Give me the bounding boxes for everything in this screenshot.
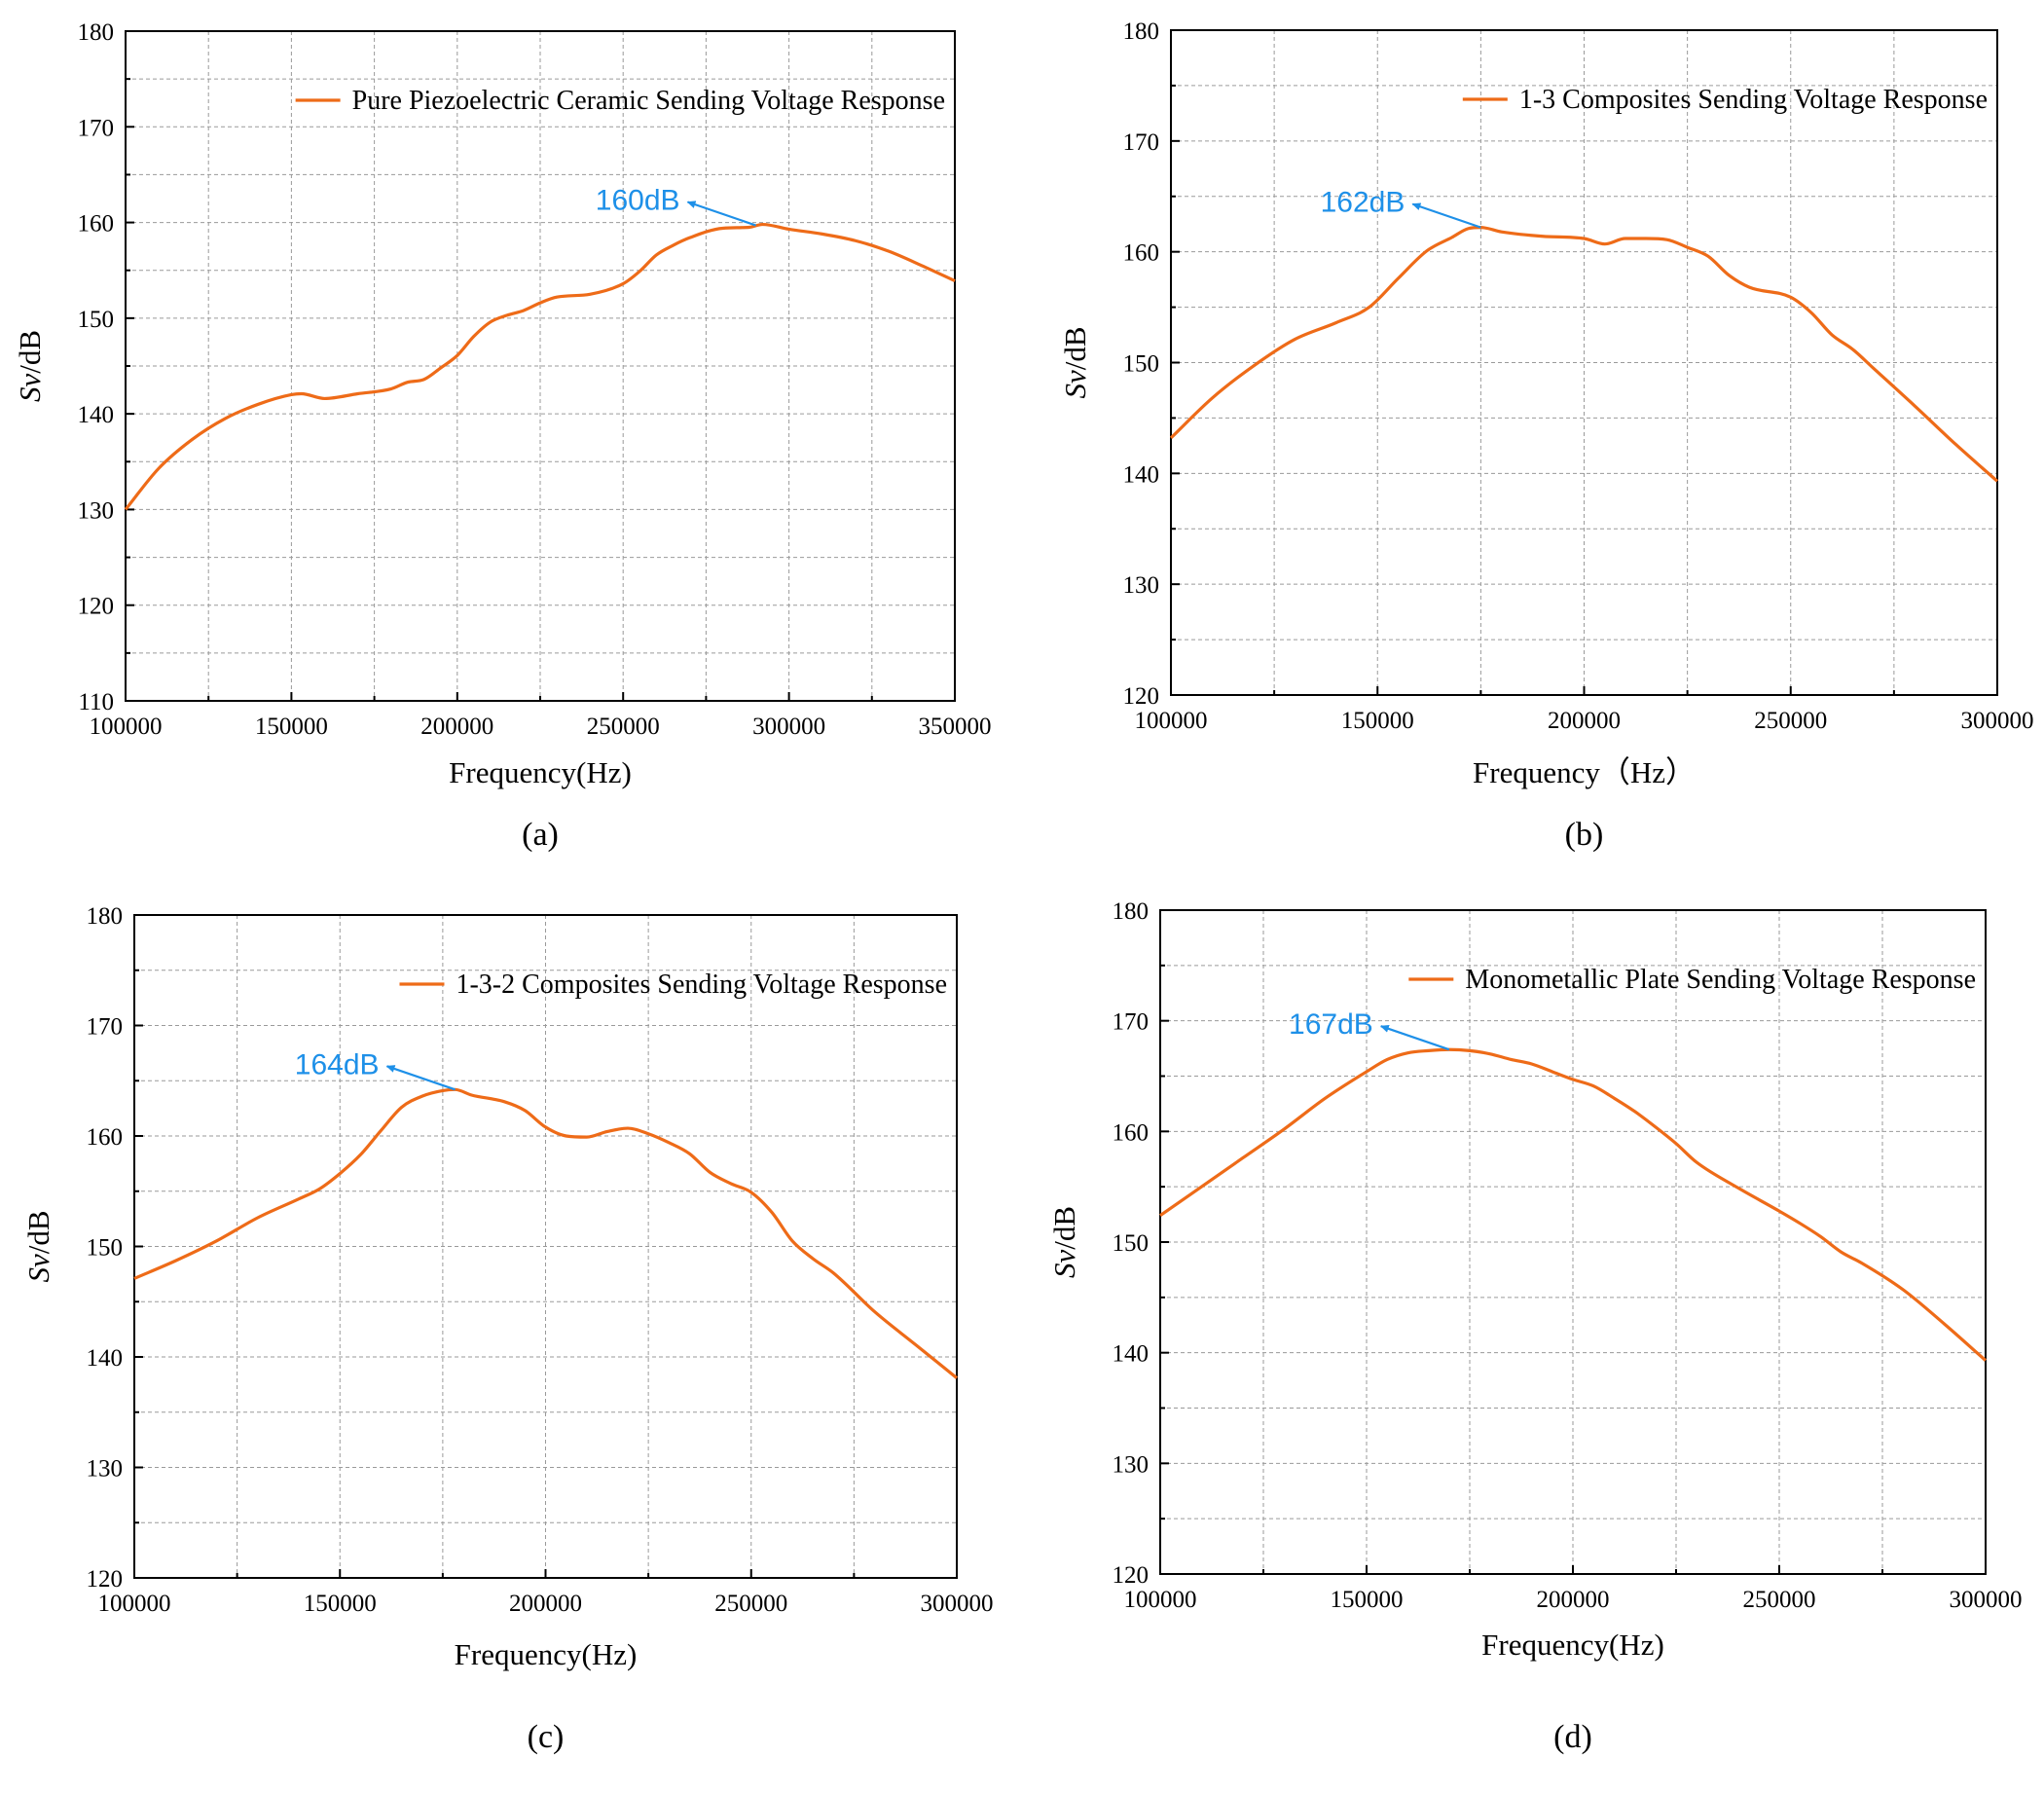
y-tick-label: 130 [87,1456,124,1483]
peak-label: 160dB [596,185,680,217]
peak-arrow [385,1065,456,1091]
peak-arrow [686,201,756,227]
legend-label: Monometallic Plate Sending Voltage Respo… [1465,965,1976,995]
y-tick-label: 150 [87,1235,124,1262]
y-tick-label: 170 [1123,129,1160,156]
x-tick-label: 250000 [1743,1587,1816,1613]
chart-panel-d: 100000 150000 200000 250000 300000 120 130 140 1… [1047,898,2023,1755]
y-tick-label: 130 [1123,572,1160,599]
series-line [124,222,956,511]
y-tick-label: 140 [1123,461,1160,488]
x-axis-title: Frequency(Hz) [455,1637,638,1671]
x-tick-label: 250000 [587,714,660,740]
y-tick-label: 180 [87,903,124,930]
x-tick-label: 300000 [921,1591,994,1617]
x-tick-label: 300000 [752,714,825,740]
y-tick-label: 150 [1123,351,1160,378]
x-tick-label: 250000 [1754,708,1827,734]
y-tick-label: 170 [1113,1009,1150,1036]
y-tick-label: 160 [78,211,115,238]
y-tick-label: 170 [87,1014,124,1041]
x-axis-title: Frequency(Hz) [449,755,632,789]
chart-panel-b: 100000 150000 200000 250000 300000 120 130 140 1… [1058,18,2034,853]
legend-label: Pure Piezoelectric Ceramic Sending Volta… [352,86,945,116]
peak-label: 164dB [295,1048,380,1080]
x-tick-label: 200000 [420,714,493,740]
x-tick-label: 200000 [1537,1587,1610,1613]
y-tick-label: 120 [1113,1562,1150,1589]
y-tick-label: 110 [78,689,114,715]
panel-caption: (b) [1565,817,1604,853]
y-tick-label: 150 [1113,1230,1150,1257]
peak-arrow [1411,202,1481,229]
x-tick-label: 150000 [255,714,328,740]
y-tick-label: 120 [87,1566,124,1593]
y-axis-title: Sv/dB [21,1210,55,1282]
y-axis-title: Sv/dB [1058,326,1092,398]
chart-panel-a: 100000 150000 200000 250000 300000 350000 110 1… [13,19,992,853]
chart-panel-c: 100000 150000 200000 250000 300000 120 130 140 1… [21,903,994,1755]
y-tick-label: 140 [87,1345,124,1372]
x-tick-label: 150000 [304,1591,377,1617]
y-axis-title: Sv/dB [13,330,47,402]
y-tick-label: 160 [87,1124,124,1151]
x-tick-label: 100000 [1124,1587,1197,1613]
y-tick-label: 180 [1123,18,1160,45]
y-tick-label: 180 [78,19,115,46]
panel-caption: (d) [1553,1719,1592,1755]
y-tick-label: 140 [1113,1341,1150,1368]
y-tick-label: 120 [78,594,115,620]
y-axis-title: Sv/dB [1047,1206,1081,1278]
x-tick-label: 100000 [90,714,163,740]
y-tick-label: 130 [1113,1451,1150,1478]
x-tick-label: 350000 [919,714,992,740]
peak-label: 167dB [1289,1008,1373,1041]
x-tick-label: 300000 [1961,708,2034,734]
x-tick-label: 150000 [1331,1587,1404,1613]
y-tick-label: 150 [78,307,115,333]
panel-caption: (c) [528,1719,565,1755]
legend-label: 1-3-2 Composites Sending Voltage Respons… [456,970,947,1000]
x-tick-label: 200000 [1548,708,1621,734]
x-tick-label: 200000 [509,1591,582,1617]
panel-caption: (a) [522,817,559,853]
x-axis-title: Frequency(Hz) [1481,1628,1664,1662]
legend-label: 1-3 Composites Sending Voltage Response [1519,85,1988,115]
x-tick-label: 100000 [1135,708,1208,734]
peak-arrow [1379,1025,1450,1051]
peak-label: 162dB [1321,187,1405,219]
x-tick-label: 250000 [714,1591,787,1617]
series-line [1159,1047,1988,1362]
series-line [133,1087,959,1379]
y-tick-label: 140 [78,402,115,428]
y-tick-label: 170 [78,115,115,141]
x-axis-title: Frequency（Hz） [1473,755,1696,789]
x-tick-label: 300000 [1950,1587,2023,1613]
y-tick-label: 160 [1123,240,1160,267]
y-tick-label: 120 [1123,683,1160,710]
y-tick-label: 180 [1113,898,1150,925]
y-tick-label: 160 [1113,1119,1150,1146]
x-tick-label: 100000 [98,1591,171,1617]
x-tick-label: 150000 [1341,708,1414,734]
series-line [1169,226,1999,483]
y-tick-label: 130 [78,497,115,524]
